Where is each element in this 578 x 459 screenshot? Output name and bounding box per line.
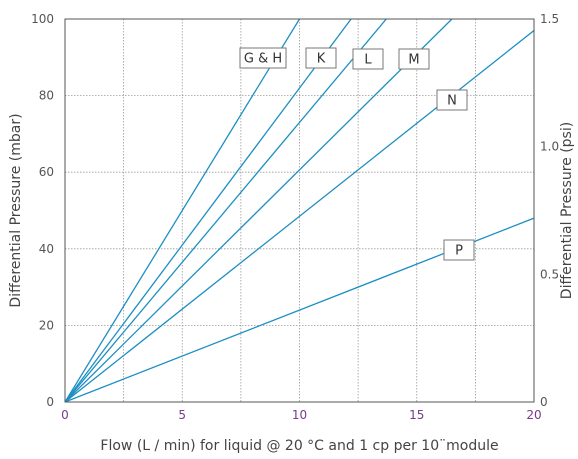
series-line-g-h bbox=[65, 19, 301, 402]
series-label-k: K bbox=[305, 47, 337, 69]
series-label-box bbox=[436, 89, 468, 111]
series-label-text: G & H bbox=[244, 52, 282, 67]
plot-frame bbox=[64, 18, 535, 403]
series-label-box bbox=[398, 48, 430, 70]
series-line-l bbox=[65, 19, 387, 402]
series-label-box bbox=[443, 239, 475, 261]
series-label-text: M bbox=[408, 53, 419, 68]
x-axis-title: Flow (L / min) for liquid @ 20 °C and 1 … bbox=[100, 438, 498, 454]
series-label-box bbox=[352, 48, 384, 70]
series-label-m: M bbox=[398, 48, 430, 70]
series-line-k bbox=[65, 19, 352, 402]
y-tick-label: 100 bbox=[31, 12, 54, 26]
y-tick-label: 0 bbox=[46, 395, 54, 409]
series-labels: G & H K L M N P bbox=[239, 47, 475, 261]
x-tick-label: 5 bbox=[178, 408, 186, 422]
y2-tick-label: 1.0 bbox=[540, 140, 559, 154]
y-tick-label: 80 bbox=[39, 89, 54, 103]
series-label-p: P bbox=[443, 239, 475, 261]
series-label-box bbox=[239, 47, 287, 69]
x-tick-label: 10 bbox=[292, 408, 307, 422]
series-label-text: P bbox=[455, 244, 463, 259]
series-label-text: N bbox=[447, 94, 457, 109]
y-tick-label: 20 bbox=[39, 318, 54, 332]
x-tick-label: 20 bbox=[526, 408, 541, 422]
y2-tick-label: 0.5 bbox=[540, 267, 559, 281]
y2-tick-label: 0 bbox=[540, 395, 548, 409]
series-label-box bbox=[305, 47, 337, 69]
y-axis-title-left: Differential Pressure (mbar) bbox=[8, 113, 24, 307]
series-line-m bbox=[65, 19, 453, 402]
series-label-text: L bbox=[364, 53, 372, 68]
series-label-text: K bbox=[317, 52, 326, 67]
series-label-n: N bbox=[436, 89, 468, 111]
x-tick-label: 15 bbox=[409, 408, 424, 422]
y2-tick-label: 1.5 bbox=[540, 12, 559, 26]
y-tick-label: 40 bbox=[39, 242, 54, 256]
y-tick-label: 60 bbox=[39, 165, 54, 179]
series-label-l: L bbox=[352, 48, 384, 70]
series-label-g-h: G & H bbox=[239, 47, 287, 69]
grid bbox=[65, 19, 534, 402]
y-axis-title-right: Differential Pressure (psi) bbox=[559, 122, 575, 299]
x-tick-label: 0 bbox=[61, 408, 69, 422]
